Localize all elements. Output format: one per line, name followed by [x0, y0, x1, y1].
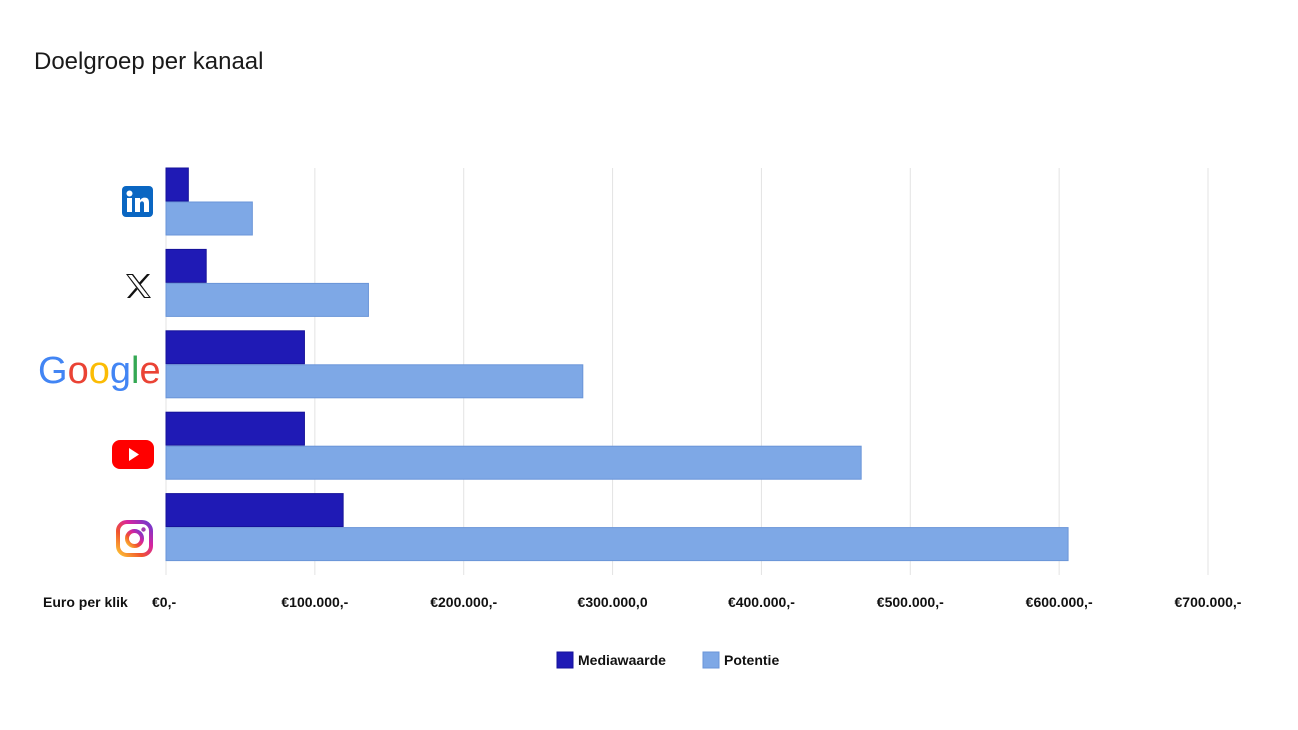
category-icons: Google	[38, 186, 161, 557]
x-tick-label-5: €500.000,-	[877, 594, 944, 610]
google-logo: Google	[38, 350, 161, 392]
x-icon	[126, 274, 151, 298]
x-tick-label-3: €300.000,0	[578, 594, 648, 610]
x-tick-label-7: €700.000,-	[1175, 594, 1242, 610]
bar-potentie-instagram	[165, 527, 1069, 562]
legend-swatch-potentie	[702, 651, 720, 669]
bar-mediawaarde-x	[165, 248, 207, 283]
bar-potentie-linkedin	[165, 201, 253, 236]
bar-potentie-youtube	[165, 445, 862, 480]
x-tick-label-1: €100.000,-	[281, 594, 348, 610]
chart-title: Doelgroep per kanaal	[34, 48, 264, 75]
legend: Mediawaarde Potentie	[556, 651, 779, 669]
bar-potentie-x	[165, 282, 369, 317]
legend-label-potentie: Potentie	[724, 652, 779, 668]
bar-potentie-google	[165, 364, 584, 399]
bars	[165, 167, 1069, 562]
legend-swatch-mediawaarde	[556, 651, 574, 669]
x-tick-label-4: €400.000,-	[728, 594, 795, 610]
x-tick-label-2: €200.000,-	[430, 594, 497, 610]
legend-label-mediawaarde: Mediawaarde	[578, 652, 666, 668]
x-axis-ticks: €0,- €100.000,- €200.000,- €300.000,0 €400.0…	[152, 594, 1242, 610]
linkedin-icon	[122, 186, 153, 217]
bar-mediawaarde-google	[165, 330, 305, 365]
instagram-icon	[116, 520, 153, 557]
x-axis-label: Euro per klik	[43, 594, 128, 610]
bar-mediawaarde-youtube	[165, 411, 305, 446]
svg-text:Google: Google	[38, 350, 161, 392]
x-tick-label-0: €0,-	[152, 594, 176, 610]
youtube-icon	[112, 440, 154, 469]
bar-mediawaarde-instagram	[165, 493, 344, 528]
bar-mediawaarde-linkedin	[165, 167, 189, 202]
x-tick-label-6: €600.000,-	[1026, 594, 1093, 610]
